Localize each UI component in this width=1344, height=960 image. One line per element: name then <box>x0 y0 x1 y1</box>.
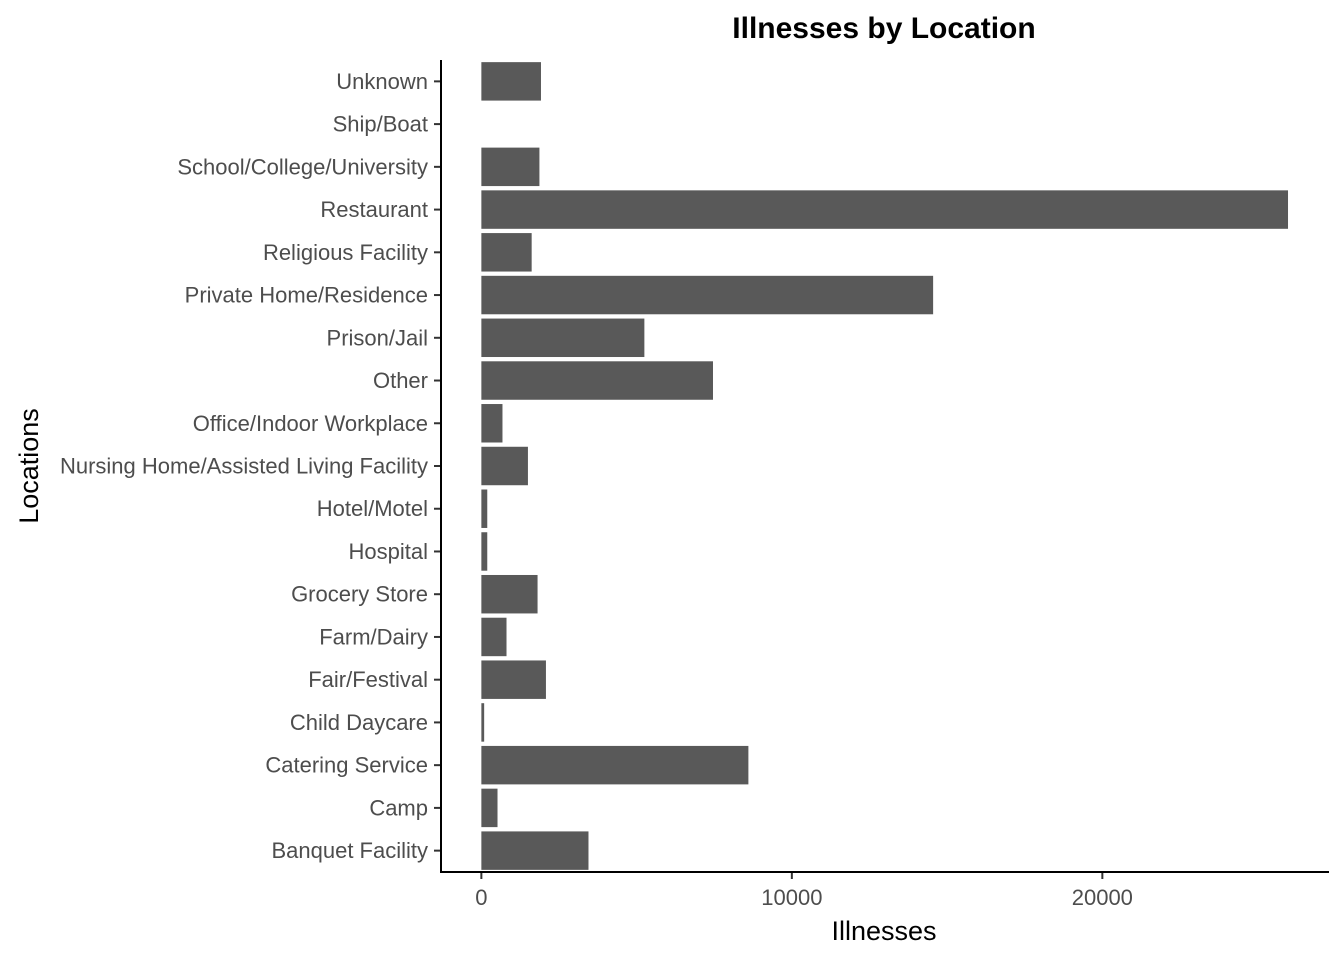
y-tick-label: Hospital <box>349 539 428 564</box>
bar <box>481 574 538 614</box>
y-tick-label: Other <box>373 368 428 393</box>
y-axis-title: Locations <box>14 408 44 524</box>
x-axis-ticks: 0 10000 20000 <box>475 872 1133 910</box>
bars-group <box>481 62 1289 870</box>
bar <box>481 745 749 785</box>
y-tick-label: Private Home/Residence <box>185 283 428 308</box>
y-tick-label: Religious Facility <box>263 240 428 265</box>
bar <box>481 703 485 742</box>
bar <box>481 660 546 699</box>
y-tick-label: Hotel/Motel <box>317 496 428 521</box>
y-tick-label: Ship/Boat <box>333 112 428 137</box>
bar <box>481 275 934 315</box>
y-tick-label: Farm/Dairy <box>319 624 428 649</box>
chart-title: Illnesses by Location <box>732 12 1035 45</box>
bar <box>481 532 488 571</box>
bar <box>481 446 528 486</box>
bar <box>481 788 498 828</box>
y-tick-label: Restaurant <box>320 197 428 222</box>
bar <box>481 233 532 272</box>
bar <box>481 489 488 528</box>
y-tick-label: Banquet Facility <box>271 838 428 863</box>
x-tick-label: 20000 <box>1072 885 1133 910</box>
bar <box>481 318 645 358</box>
y-axis-ticks: Banquet Facility Camp Catering Service Chil… <box>60 69 441 863</box>
bar <box>481 147 540 187</box>
bar <box>481 190 1289 229</box>
bar <box>481 617 507 657</box>
y-tick-label: Camp <box>369 795 428 820</box>
x-axis-title: Illnesses <box>831 916 936 946</box>
bar <box>481 831 589 870</box>
y-tick-label: Fair/Festival <box>308 667 428 692</box>
y-tick-label: Grocery Store <box>291 582 428 607</box>
y-tick-label: Child Daycare <box>290 710 428 735</box>
y-tick-label: Unknown <box>336 69 428 94</box>
bar <box>481 361 713 400</box>
y-tick-label: School/College/University <box>177 154 428 179</box>
bar <box>481 404 503 443</box>
y-tick-label: Nursing Home/Assisted Living Facility <box>60 454 428 479</box>
y-tick-label: Catering Service <box>265 753 428 778</box>
x-tick-label: 10000 <box>761 885 822 910</box>
y-tick-label: Office/Indoor Workplace <box>193 411 428 436</box>
bar <box>481 62 541 101</box>
x-tick-label: 0 <box>475 885 487 910</box>
y-tick-label: Prison/Jail <box>327 325 428 350</box>
